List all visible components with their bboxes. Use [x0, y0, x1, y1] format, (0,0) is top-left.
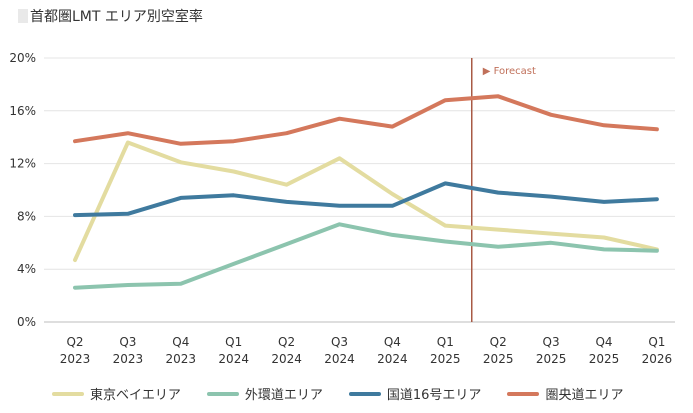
chart-legend: 東京ベイエリア 外環道エリア 国道16号エリア 圏央道エリア: [52, 384, 623, 403]
y-tick-label: 16%: [9, 104, 36, 118]
x-tick-label: 2025: [589, 352, 620, 366]
y-tick-label: 12%: [9, 157, 36, 171]
x-tick-label: 2024: [324, 352, 355, 366]
legend-swatch: [507, 391, 540, 396]
x-tick-label: Q4: [172, 335, 189, 349]
line-chart: 0% 4% 8% 12% 16% 20% Q2 2023 Q3 2023 Q4 2023 Q1 2024 Q…: [9, 51, 675, 366]
x-tick-label: Q1: [648, 335, 665, 349]
x-tick-label: Q3: [543, 335, 560, 349]
legend-label: 外環道エリア: [244, 388, 323, 403]
legend-item: 圏央道エリア: [507, 384, 623, 403]
x-tick-label: 2026: [642, 352, 673, 366]
x-tick-label: 2023: [166, 352, 197, 366]
legend-item: 国道16号エリア: [348, 384, 482, 403]
y-tick-label: 8%: [17, 209, 36, 223]
series-line: [73, 181, 659, 218]
legend-item: 東京ベイエリア: [52, 384, 181, 403]
x-tick-label: 2025: [483, 352, 514, 366]
x-tick-label: 2025: [430, 352, 461, 366]
series-line: [73, 222, 659, 290]
x-tick-label: Q1: [225, 335, 242, 349]
series-line: [73, 94, 659, 146]
x-tick-label: 2024: [377, 352, 408, 366]
legend-label: 国道16号エリア: [386, 388, 482, 403]
legend-item: 外環道エリア: [206, 384, 323, 403]
x-tick-label: Q2: [66, 335, 83, 349]
x-tick-label: 2023: [113, 352, 144, 366]
y-tick-label: 0%: [17, 315, 36, 329]
x-tick-label: Q3: [119, 335, 136, 349]
chart-title: 首都圏LMT エリア別空室率: [18, 6, 203, 26]
legend-label: 東京ベイエリア: [90, 388, 181, 403]
x-tick-label: Q3: [331, 335, 348, 349]
y-tick-label: 4%: [17, 262, 36, 276]
forecast-label: ▶ Forecast: [483, 66, 536, 77]
x-tick-label: Q1: [437, 335, 454, 349]
x-tick-label: 2025: [536, 352, 567, 366]
x-tick-label: 2024: [271, 352, 302, 366]
y-tick-label: 20%: [9, 51, 36, 65]
legend-swatch: [348, 391, 381, 396]
chart-title-text: 首都圏LMT エリア別空室率: [30, 9, 203, 25]
legend-swatch: [206, 391, 239, 396]
title-marker-icon: [18, 9, 28, 23]
x-tick-label: Q4: [384, 335, 401, 349]
x-tick-label: Q2: [490, 335, 507, 349]
x-tick-label: 2024: [218, 352, 249, 366]
x-tick-label: Q2: [278, 335, 295, 349]
series-line: [73, 140, 659, 262]
legend-label: 圏央道エリア: [545, 388, 624, 403]
x-tick-label: 2023: [60, 352, 91, 366]
x-tick-label: Q4: [595, 335, 612, 349]
legend-swatch: [52, 391, 84, 396]
